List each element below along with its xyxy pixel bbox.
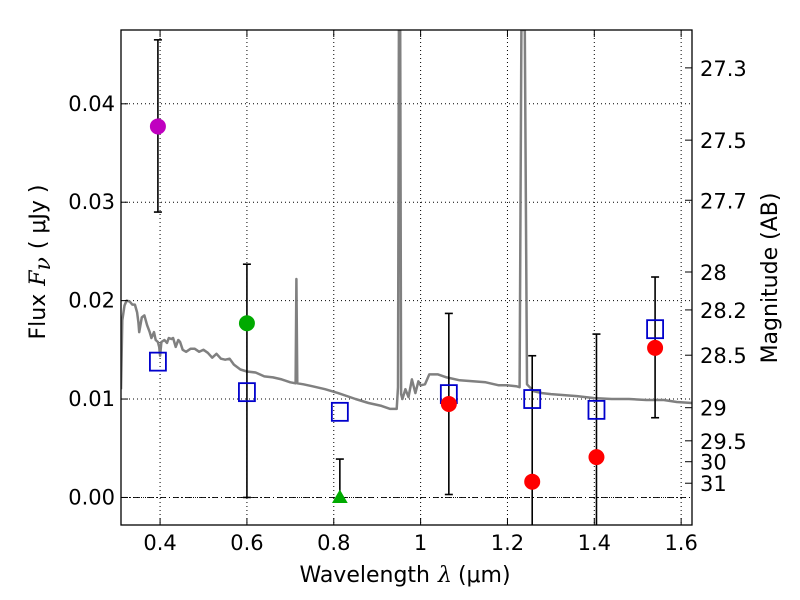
x-tick-label-3: 1 (414, 531, 427, 555)
upper-limit-marker-2 (331, 489, 348, 503)
grid-lines (121, 30, 692, 525)
flux-point-5 (588, 449, 605, 466)
y-tick-label-0: 0.00 (68, 485, 115, 509)
y-axis-label: FluxFν( μJy ) (26, 184, 56, 339)
magnitude-tick-label-4: 28.2 (700, 299, 747, 323)
magnitude-tick-label-1: 27.5 (700, 129, 747, 153)
observed-points (149, 118, 664, 503)
y-tick-label-1: 0.01 (68, 387, 115, 411)
y-tick-label-4: 0.04 (68, 92, 115, 116)
y2-axis-label: Magnitude (AB) (758, 193, 783, 364)
magnitude-tick-label-9: 31 (700, 472, 727, 496)
plot-frame (120, 29, 693, 526)
magnitude-tick-label-3: 28 (700, 261, 727, 285)
x-tick-label-2: 0.8 (317, 531, 350, 555)
x-tick-label-1: 0.6 (230, 531, 263, 555)
model-box-5 (587, 399, 606, 420)
flux-point-3 (440, 395, 457, 412)
model-box-1 (238, 382, 256, 403)
magnitude-tick-label-8: 30 (700, 451, 727, 475)
template-spectrum (121, 30, 692, 411)
x-tick-label-6: 1.6 (664, 531, 697, 555)
x-tick-labels: 0.4 0.6 0.8 1 1.2 1.4 1.6 (143, 531, 697, 555)
magnitude-tick-label-0: 27.3 (700, 57, 747, 81)
flux-point-4 (524, 473, 541, 490)
flux-point-1 (238, 315, 255, 332)
flux-point-0 (149, 118, 166, 135)
model-photometry-boxes (149, 319, 664, 422)
flux-point-6 (647, 339, 664, 356)
magnitude-tick-label-7: 29.5 (700, 430, 747, 454)
error-bars (153, 39, 660, 525)
model-box-6 (646, 319, 664, 340)
magnitude-tick-label-6: 29 (700, 397, 727, 421)
x-tick-label-5: 1.4 (578, 531, 611, 555)
x-axis-label: Wavelength λ (μm) (299, 563, 510, 588)
template-spectrum-line (121, 30, 692, 411)
model-box-2 (330, 401, 349, 422)
magnitude-tick-label-2: 27.7 (700, 189, 747, 213)
y-tick-labels: 0.00 0.01 0.02 0.03 0.04 (68, 92, 115, 510)
model-box-0 (149, 351, 167, 372)
magnitude-tick-label-5: 28.5 (700, 344, 747, 368)
x-tick-label-4: 1.2 (491, 531, 524, 555)
model-box-4 (523, 389, 542, 409)
x-tick-label-0: 0.4 (143, 531, 176, 555)
y-tick-label-3: 0.03 (68, 190, 115, 214)
axis-ticks (121, 30, 692, 525)
y-tick-label-2: 0.02 (68, 289, 115, 313)
